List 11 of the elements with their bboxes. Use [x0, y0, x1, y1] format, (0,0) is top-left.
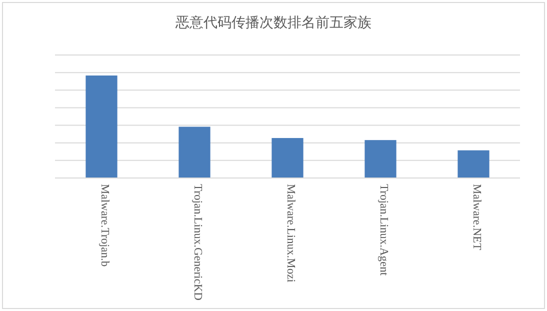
- bar: [458, 150, 490, 178]
- x-tick-label: Trojan.Linux.Agent: [378, 184, 390, 276]
- bar: [86, 76, 118, 178]
- bar: [178, 126, 210, 178]
- x-tick-label: Trojan.Linux.GenericKD: [192, 184, 204, 300]
- chart-title: 恶意代码传播次数排名前五家族: [174, 15, 372, 31]
- bar: [272, 138, 304, 178]
- x-tick-label: Malware.Linux.Mozi: [284, 184, 296, 282]
- x-tick-label: Malware.Trojan.b: [98, 184, 110, 267]
- bar: [364, 140, 396, 178]
- x-tick-label: Malware.NET: [470, 184, 482, 250]
